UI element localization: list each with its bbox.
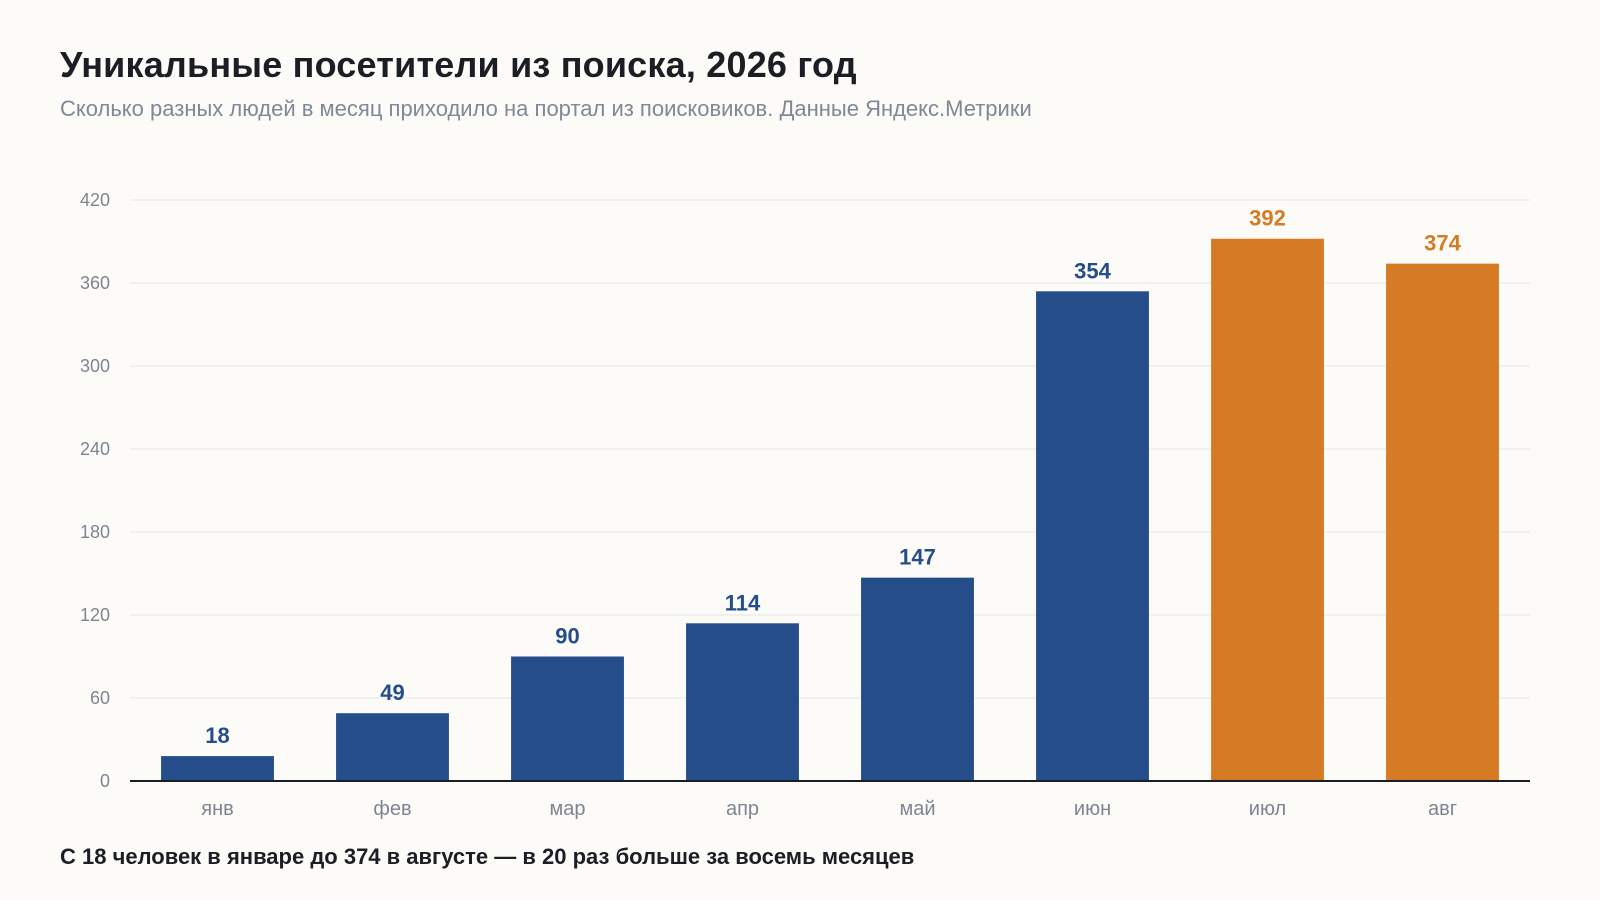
x-category-label: мар bbox=[550, 798, 586, 820]
x-category-label: апр bbox=[726, 798, 759, 820]
y-tick-label: 300 bbox=[80, 356, 110, 376]
y-tick-label: 240 bbox=[80, 439, 110, 459]
bar-7 bbox=[1211, 238, 1324, 781]
x-axis-labels: янв фев мар апр май июн июл авг bbox=[201, 798, 1457, 820]
y-tick-label: 180 bbox=[80, 522, 110, 542]
x-category-label: янв bbox=[201, 798, 234, 820]
bar-3 bbox=[511, 656, 624, 781]
bar-8 bbox=[1386, 263, 1499, 782]
bar-5 bbox=[861, 577, 974, 781]
x-category-label: июл bbox=[1249, 798, 1286, 820]
bar-6 bbox=[1036, 291, 1149, 781]
y-tick-label: 420 bbox=[80, 190, 110, 210]
bar-value-labels: 18 49 90 114 147 354 392 374 bbox=[205, 206, 1461, 748]
bar-value-label: 49 bbox=[380, 680, 404, 705]
y-tick-label: 360 bbox=[80, 273, 110, 293]
bar-value-label: 147 bbox=[899, 545, 936, 570]
bar-2 bbox=[336, 713, 449, 781]
y-tick-label: 120 bbox=[80, 605, 110, 625]
chart-title: Уникальные посетители из поиска, 2026 го… bbox=[60, 44, 857, 85]
x-category-label: июн bbox=[1074, 798, 1111, 820]
bar-1 bbox=[161, 756, 274, 781]
y-axis-ticks: 0 60 120 180 240 300 360 420 bbox=[80, 190, 110, 791]
y-tick-label: 60 bbox=[90, 688, 110, 708]
bar-value-label: 18 bbox=[205, 723, 229, 748]
bar-value-label: 114 bbox=[725, 590, 761, 615]
bars bbox=[161, 238, 1499, 782]
bar-value-label: 374 bbox=[1424, 231, 1461, 256]
bar-value-label: 90 bbox=[555, 624, 579, 649]
chart-subtitle: Сколько разных людей в месяц приходило н… bbox=[60, 96, 1032, 121]
chart-footnote: С 18 человек в январе до 374 в августе —… bbox=[60, 844, 915, 869]
x-category-label: май bbox=[899, 798, 935, 820]
bar-value-label: 392 bbox=[1249, 206, 1286, 231]
x-category-label: авг bbox=[1428, 798, 1457, 820]
x-category-label: фев bbox=[373, 798, 411, 820]
y-tick-label: 0 bbox=[100, 771, 110, 791]
bar-4 bbox=[686, 623, 799, 781]
bar-value-label: 354 bbox=[1074, 258, 1111, 283]
